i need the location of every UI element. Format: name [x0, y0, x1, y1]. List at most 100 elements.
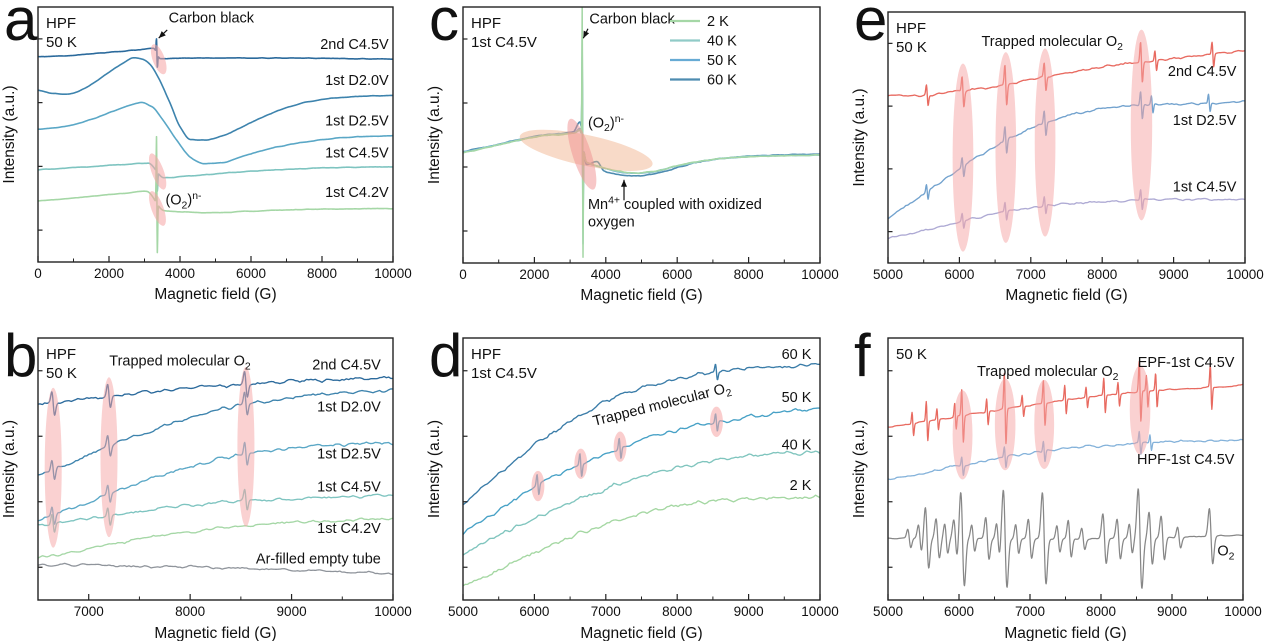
- panel-a: a 0 2000 4000 6000 8000 10000 Magnetic field (G…: [0, 0, 425, 320]
- x-tick-label: 6000: [944, 267, 974, 282]
- inset-condition-1: HPF: [471, 346, 501, 363]
- panel-letter: a: [4, 0, 38, 53]
- series-label: 2nd C4.5V: [320, 37, 389, 53]
- x-tick-label: 7000: [74, 604, 104, 619]
- annotation-text: (O2)n-: [588, 114, 625, 134]
- highlight-ellipse: [1130, 29, 1153, 221]
- panel-d: d 5000 6000 7000 8000 9000 10000 Magnetic field…: [425, 320, 850, 641]
- x-tick-label: 5000: [448, 604, 478, 619]
- inset-condition-1: HPF: [46, 346, 76, 363]
- x-tick-label: 9000: [734, 604, 764, 619]
- annotation-text: Trapped molecular O2: [977, 364, 1119, 383]
- y-axis-label: Intensity (a.u.): [1, 85, 18, 183]
- x-axis-label: Magnetic field (G): [1005, 287, 1127, 304]
- x-axis-label: Magnetic field (G): [580, 287, 702, 304]
- x-tick-label: 10000: [1224, 604, 1262, 619]
- inset-condition-2: 50 K: [896, 39, 927, 56]
- x-tick-label: 6000: [236, 266, 266, 281]
- x-tick-label: 8000: [1087, 267, 1117, 282]
- annotation-text: (O2)n-: [165, 191, 202, 211]
- inset-condition-2: 50 K: [46, 34, 77, 51]
- series-label: 1st C4.2V: [325, 185, 389, 201]
- annotation-arrowhead: [621, 179, 627, 187]
- panel-b-chart: b 7000 8000 9000 10000 Magnetic field (G) Inte…: [1, 322, 412, 641]
- annotation-arrowhead: [158, 31, 166, 39]
- highlight-ellipse: [148, 191, 166, 226]
- inset-condition-2: 1st C4.5V: [471, 365, 537, 382]
- series-curve-2-k: [463, 7, 820, 258]
- series-curve-1st-c4-5v: [38, 488, 393, 533]
- series-group: [888, 41, 1245, 240]
- series-label: 1st C4.5V: [325, 145, 389, 161]
- panel-e-chart: e 5000 6000 7000 8000 9000 10000 Magnetic field…: [851, 0, 1264, 304]
- series-label: Ar-filled empty tube: [256, 551, 381, 567]
- series-label: O2: [1217, 543, 1234, 562]
- series-label: 40 K: [782, 437, 812, 453]
- series-curve-2nd-c4-5v: [888, 41, 1245, 108]
- series-label: 2nd C4.5V: [1168, 64, 1237, 80]
- legend-label: 60 K: [707, 73, 737, 89]
- y-axis-label: Intensity (a.u.): [426, 86, 443, 184]
- inset-condition-1: 50 K: [896, 346, 927, 363]
- series-curve-o-2-: [888, 488, 1243, 589]
- annotation-text: Trapped molecular O2: [109, 354, 251, 373]
- series-curve-1st-c4-5v: [888, 189, 1245, 240]
- highlight-ellipse: [995, 52, 1017, 243]
- panel-c: c 0 2000 4000 6000 8000 10000 Magnetic field (G…: [425, 0, 850, 320]
- legend-label: 40 K: [707, 34, 737, 50]
- x-tick-label: 10000: [1226, 267, 1264, 282]
- x-axis-label: Magnetic field (G): [154, 286, 276, 303]
- y-axis-label: Intensity (a.u.): [851, 420, 868, 518]
- x-tick-label: 10000: [374, 604, 412, 619]
- series-label: 1st C4.2V: [317, 521, 381, 537]
- highlight-ellipse: [150, 44, 167, 75]
- highlight-ellipse: [44, 387, 62, 548]
- x-tick-label: 8000: [307, 266, 337, 281]
- panel-d-chart: d 5000 6000 7000 8000 9000 10000 Magnetic field…: [426, 322, 839, 641]
- annotation-text: Mn4+ coupled with oxidized: [588, 196, 762, 214]
- series-curve-1st-d2-5v: [38, 441, 393, 525]
- x-tick-label: 2000: [519, 267, 549, 282]
- x-tick-label: 0: [34, 266, 42, 281]
- highlight-ellipse: [1129, 365, 1151, 455]
- series-curve-1st-c4-5v: [38, 162, 393, 192]
- highlight-ellipse: [148, 153, 167, 190]
- panel-letter: b: [4, 322, 37, 389]
- annotation-text: Carbon black: [589, 12, 675, 28]
- series-curve-hpf-1st-c4-5v: [888, 430, 1243, 481]
- plot-frame: [37, 337, 394, 601]
- series-curve-60-k: [463, 362, 820, 506]
- highlight-ellipse: [952, 390, 973, 480]
- x-tick-label: 7000: [591, 604, 621, 619]
- series-label: 1st C4.5V: [317, 479, 381, 495]
- x-tick-label: 6000: [944, 604, 974, 619]
- series-curve-40-k: [463, 38, 820, 245]
- x-tick-label: 2000: [94, 266, 124, 281]
- annotation-text: oxygen: [588, 215, 635, 231]
- legend-label: 50 K: [707, 53, 737, 69]
- x-axis-label: Magnetic field (G): [580, 625, 702, 641]
- panel-b: b 7000 8000 9000 10000 Magnetic field (G) Inte…: [0, 320, 425, 641]
- x-tick-label: 10000: [374, 266, 412, 281]
- panel-a-chart: a 0 2000 4000 6000 8000 10000 Magnetic field (G…: [1, 0, 412, 303]
- series-group: [463, 7, 820, 258]
- series-curve-2nd-c4-5v: [38, 38, 393, 68]
- x-tick-label: 5000: [873, 267, 903, 282]
- x-tick-label: 8000: [662, 604, 692, 619]
- highlight-ellipse: [100, 377, 118, 538]
- series-label: 60 K: [782, 347, 812, 363]
- series-label: 2nd C4.5V: [312, 357, 381, 373]
- x-tick-label: 5000: [873, 604, 903, 619]
- inset-condition-1: HPF: [46, 15, 76, 32]
- series-group: [888, 360, 1243, 589]
- series-curve-2-k: [463, 494, 820, 587]
- inset-condition-1: HPF: [471, 15, 501, 32]
- x-tick-label: 8000: [175, 604, 205, 619]
- x-tick-label: 6000: [519, 604, 549, 619]
- highlight-ellipse: [237, 366, 255, 527]
- panel-letter: d: [429, 322, 462, 389]
- highlight-ellipse: [1034, 379, 1055, 469]
- panel-f: f 5000 6000 7000 8000 9000 10000 Magnetic field…: [850, 320, 1268, 641]
- panel-letter: f: [854, 322, 871, 389]
- series-label: 1st D2.5V: [317, 447, 381, 463]
